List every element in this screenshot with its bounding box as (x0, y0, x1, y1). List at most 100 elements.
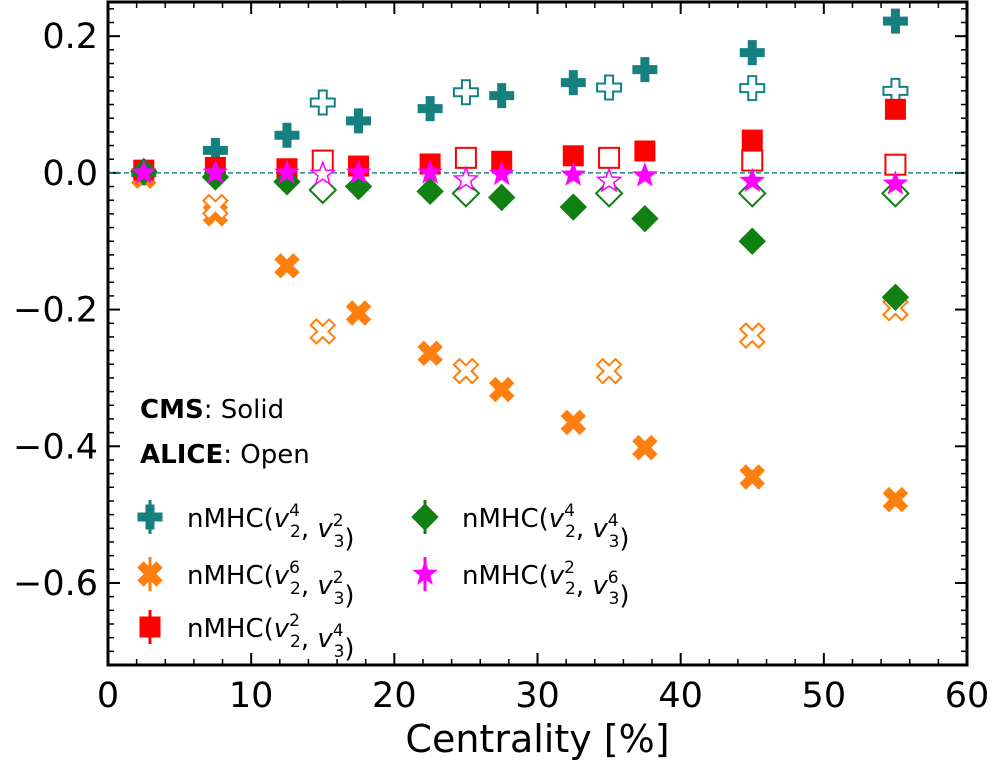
series-cms-diamond (130, 157, 910, 311)
annotation-rest: : Open (223, 440, 309, 470)
legend-label: nMHC(v2 2, v4 3) (187, 611, 355, 664)
data-point-cms-plus (489, 83, 515, 109)
data-point-cms-star (202, 159, 229, 184)
series-alice-star (309, 160, 623, 193)
series-alice-x (201, 193, 909, 385)
data-point-cms-x (274, 253, 300, 279)
legend-label: nMHC(v4 2, v2 3) (187, 501, 355, 554)
legend-entry: nMHC(v4 2, v2 3) (137, 500, 355, 554)
legend-label-sep: , (576, 514, 593, 544)
data-point-alice-x (452, 357, 480, 385)
data-point-cms-square (741, 129, 763, 151)
legend-label-sup: 2 (289, 611, 300, 631)
series-alice-plus (309, 74, 909, 116)
data-point-alice-x-shape (452, 357, 480, 385)
annotation-text: CMS: Solid (140, 395, 284, 425)
x-tick-label: 20 (372, 676, 417, 716)
data-point-cms-diamond (416, 177, 444, 206)
legend-label-sub: 3 (609, 532, 620, 552)
data-point-alice-x (738, 322, 766, 349)
data-point-cms-plus (346, 108, 372, 134)
x-tick-label: 30 (515, 676, 560, 716)
data-point-cms-diamond (631, 204, 659, 233)
plot-frame (106, 0, 969, 667)
legend-label-sup: 4 (289, 501, 300, 521)
y-tick-label: 0.0 (42, 154, 98, 194)
legend-label-sup: 6 (608, 568, 619, 588)
legend-label-post: ) (344, 581, 354, 611)
data-point-cms-star (417, 159, 443, 184)
data-point-alice-diamond (881, 178, 910, 208)
legend-label-var: v (317, 624, 333, 654)
legend-label-var: v (549, 504, 565, 534)
legend-label-sup: 2 (333, 568, 344, 588)
data-point-alice-diamond (737, 178, 767, 208)
data-point-cms-plus (274, 122, 300, 148)
data-point-cms-plus (417, 96, 443, 122)
data-point-alice-star (309, 160, 337, 186)
legend-label-var: v (274, 504, 290, 534)
data-point-cms-star (131, 159, 157, 184)
legend: nMHC(v4 2, v2 3)nMHC(v6 2, v2 3)nMHC(v2 2, v4… (137, 500, 630, 664)
data-point-cms-diamond (488, 183, 516, 212)
y-tick-label: −0.6 (13, 564, 98, 604)
y-tick-label: −0.4 (13, 427, 98, 467)
legend-entry: nMHC(v2 2, v6 3) (412, 557, 630, 611)
data-point-cms-x (632, 434, 658, 461)
data-point-cms-plus (632, 57, 658, 83)
legend-label-post: ) (619, 581, 629, 611)
data-point-cms-square (884, 98, 906, 120)
legend-label-sup: 2 (333, 511, 344, 531)
data-point-alice-plus (596, 74, 623, 101)
legend-entry: nMHC(v4 2, v4 3) (411, 500, 630, 554)
legend-label-var: v (592, 571, 608, 601)
annotation-bold: ALICE (140, 440, 223, 470)
data-point-alice-plus (309, 89, 336, 116)
legend-label-sub: 2 (290, 632, 301, 652)
data-point-cms-star (560, 161, 587, 186)
data-point-cms-plus (739, 40, 765, 66)
legend-marker (411, 503, 439, 531)
legend-label-sub: 3 (334, 589, 345, 609)
y-tick-label: 0.2 (42, 17, 98, 57)
legend-label-pre: nMHC( (462, 504, 549, 534)
data-point-cms-star (632, 162, 658, 187)
legend-label-pre: nMHC( (187, 561, 274, 591)
data-point-alice-x-shape (201, 193, 229, 221)
data-point-alice-star (595, 166, 623, 193)
legend-label-sub: 3 (334, 532, 345, 552)
legend-label: nMHC(v2 2, v6 3) (462, 558, 630, 611)
legend-label-var: v (317, 514, 333, 544)
legend-marker (139, 616, 161, 638)
annotation-text: ALICE: Open (140, 440, 310, 470)
legend-label-sep: , (301, 624, 318, 654)
x-tick-label: 0 (97, 676, 119, 716)
legend-marker (137, 561, 163, 587)
legend-entry: nMHC(v6 2, v2 3) (137, 557, 355, 611)
series-cms-star (131, 159, 909, 195)
x-tick-label: 10 (229, 676, 274, 716)
x-tick-label: 40 (658, 676, 703, 716)
legend-label-sup: 4 (608, 511, 619, 531)
y-tick-label: −0.2 (13, 291, 98, 331)
data-point-cms-x-shape (882, 486, 909, 513)
legend-marker-shape (137, 561, 163, 587)
data-point-cms-plus (560, 70, 586, 96)
data-point-cms-x-shape (560, 409, 587, 436)
data-point-alice-x (595, 357, 623, 385)
data-point-cms-star (274, 159, 300, 184)
series-cms-square (133, 98, 906, 181)
legend-label-sup: 2 (564, 558, 575, 578)
legend-label-sub: 2 (290, 522, 301, 542)
annotation-rest: : Solid (204, 395, 284, 425)
data-point-cms-x (417, 340, 443, 367)
data-point-cms-square (634, 140, 656, 162)
data-point-cms-x (560, 409, 587, 436)
x-axis-title: Centrality [%] (405, 717, 669, 761)
data-point-cms-diamond (738, 227, 766, 255)
data-point-cms-x (345, 300, 372, 326)
ticks-layer: 0 10 20 30 40 50 60 −0.6 −0.4 −0.2 0.0 0.2 (13, 2, 989, 716)
legend-label-sub: 2 (290, 579, 301, 599)
data-point-cms-x (488, 376, 515, 403)
